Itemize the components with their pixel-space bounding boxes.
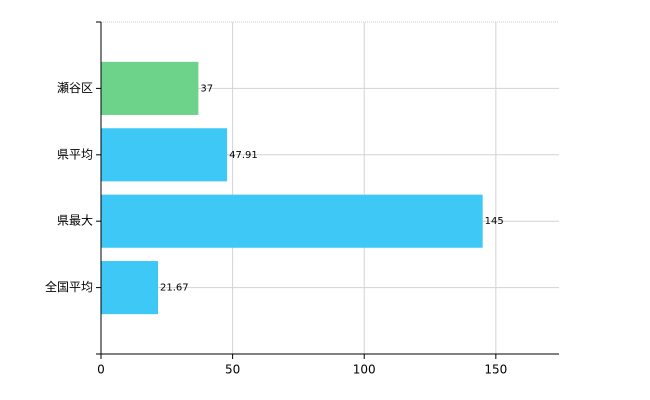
bar [101,61,199,115]
x-tick-label: 50 [225,363,240,377]
x-tick-label: 100 [353,363,376,377]
value-label: 21.67 [160,283,189,294]
y-tick-label: 瀬谷区 [57,81,93,95]
x-tick-label: 0 [97,363,105,377]
y-tick-label: 全国平均 [45,279,93,294]
value-label: 145 [485,216,504,227]
x-tick-label: 150 [484,363,507,377]
value-label: 37 [200,83,213,94]
bar [101,194,483,248]
y-tick-label: 県平均 [57,147,93,161]
y-tick-label: 県最大 [57,214,93,228]
bar [101,261,159,315]
bar [101,128,228,182]
value-label: 47.91 [229,150,258,161]
